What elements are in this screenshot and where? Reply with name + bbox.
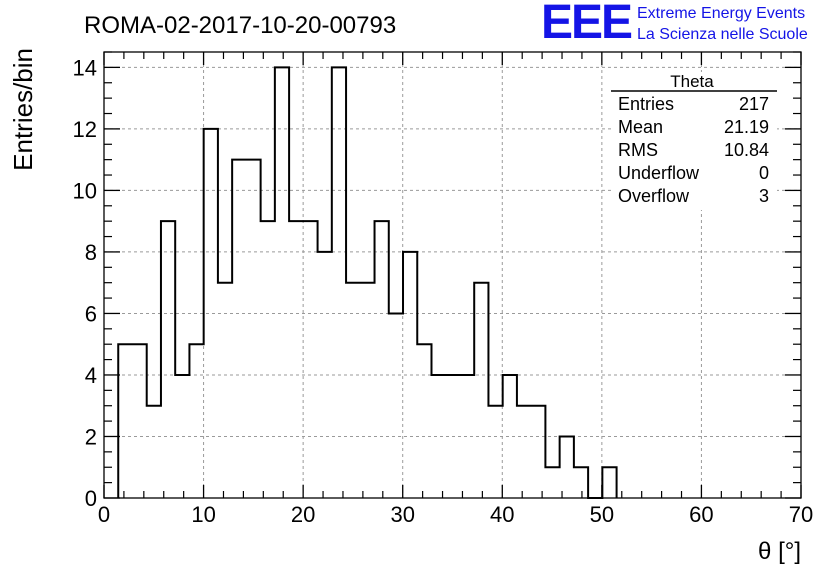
- histogram-series: [117, 66, 618, 499]
- branding-text: Extreme Energy Events La Scienza nelle S…: [637, 3, 808, 45]
- y-tick-label: 4: [85, 363, 97, 388]
- eee-logo: EEE: [541, 0, 633, 49]
- x-tick-label: 70: [789, 502, 813, 527]
- x-axis-label: θ [°]: [758, 538, 801, 565]
- stats-row-value: 10.84: [724, 140, 769, 160]
- stats-row-value: 3: [759, 186, 769, 206]
- y-tick-label: 10: [73, 178, 97, 203]
- x-tick-label: 50: [590, 502, 614, 527]
- stats-box-background: [611, 72, 777, 210]
- y-tick-label: 0: [85, 486, 97, 511]
- stats-row-label: Mean: [618, 117, 663, 137]
- stats-row-label: RMS: [618, 140, 658, 160]
- stats-row-label: Overflow: [618, 186, 690, 206]
- stats-row-value: 217: [739, 94, 769, 114]
- x-tick-label: 20: [291, 502, 315, 527]
- y-tick-label: 12: [73, 117, 97, 142]
- y-tick-label: 2: [85, 424, 97, 449]
- y-axis-label: Entries/bin: [8, 48, 38, 171]
- histogram-line: [117, 66, 618, 499]
- x-tick-label: 40: [490, 502, 514, 527]
- x-tick-label: 30: [390, 502, 414, 527]
- plot-frame: [103, 51, 802, 499]
- y-tick-label: 8: [85, 240, 97, 265]
- stats-row-value: 21.19: [724, 117, 769, 137]
- stats-box-title: Theta: [670, 72, 714, 91]
- x-tick-label: 10: [191, 502, 215, 527]
- branding-line-1: Extreme Energy Events: [637, 5, 806, 22]
- x-tick-label: 60: [689, 502, 713, 527]
- stats-box: Theta Entries 217 Mean 21.19 RMS 10.84 Underflo…: [611, 72, 777, 210]
- stats-row-value: 0: [759, 163, 769, 183]
- stats-row-label: Underflow: [618, 163, 700, 183]
- y-tick-label: 14: [73, 55, 97, 80]
- chart-title: ROMA-02-2017-10-20-00793: [84, 12, 396, 39]
- stats-row-label: Entries: [618, 94, 674, 114]
- y-tick-label: 6: [85, 301, 97, 326]
- branding-line-2: La Scienza nelle Scuole: [637, 26, 808, 43]
- x-tick-label: 0: [98, 502, 110, 527]
